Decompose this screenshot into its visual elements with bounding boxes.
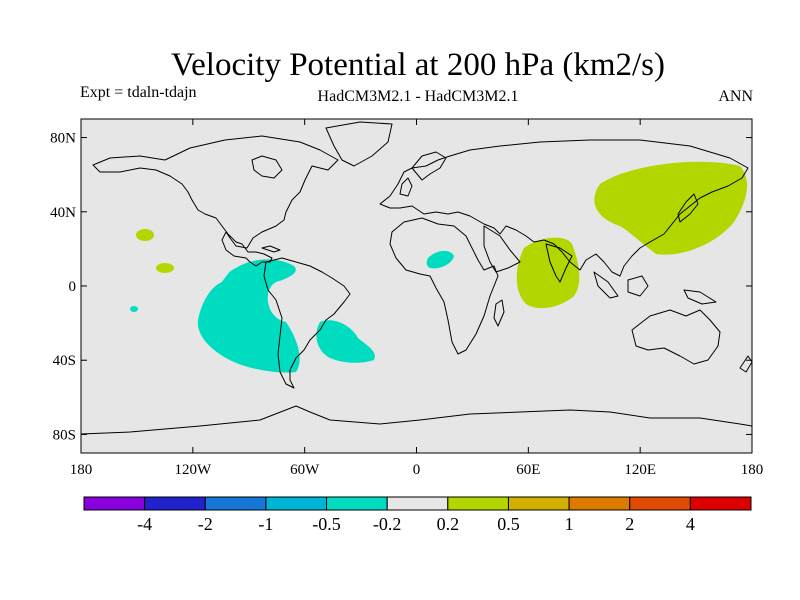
negative-anomaly-east-pacific [130, 306, 138, 312]
colorbar-swatch [326, 496, 388, 511]
negative-anomaly-south-atlantic [316, 320, 375, 363]
x-tick-label: 180 [70, 462, 93, 478]
colorbar-swatch [265, 496, 328, 511]
colorbar-label: 0.2 [437, 514, 460, 534]
coastline-madagascar [493, 299, 505, 327]
colorbar-swatch [507, 496, 570, 511]
y-tick-label: 40S [53, 353, 76, 369]
coastline-eurasia [379, 139, 749, 277]
x-tick-label: 60W [290, 462, 320, 478]
x-tick-label: 120E [624, 462, 656, 478]
coastline-new-guinea [683, 289, 717, 305]
colorbar-swatch [144, 496, 206, 511]
colorbar-label: -4 [137, 514, 152, 534]
colorbar-swatch [568, 496, 631, 511]
positive-anomaly-indian-ocean [516, 237, 580, 309]
colorbar: -4 -2 -1 -0.5 -0.2 0.2 0.5 1 2 4 [83, 496, 752, 534]
colorbar-label: 2 [625, 514, 634, 534]
coastline-borneo [627, 275, 649, 297]
y-tick-label: 80N [50, 131, 76, 147]
colorbar-label: 1 [565, 514, 574, 534]
x-tick-label: 60E [516, 462, 540, 478]
colorbar-swatch [386, 496, 449, 511]
positive-anomaly-east-asia [594, 161, 748, 255]
coastline-south-america [263, 257, 351, 389]
x-tick-label: 0 [413, 462, 421, 478]
x-tick-label: 120W [174, 462, 212, 478]
colorbar-label: 4 [686, 514, 695, 534]
y-tick-label: 0 [69, 279, 77, 295]
coastline-japan [677, 193, 699, 223]
negative-anomaly-south-america-pacific [197, 259, 300, 373]
colorbar-swatch [204, 496, 267, 511]
coastline-north-america [92, 135, 339, 267]
figure-title: Velocity Potential at 200 hPa (km2/s) [171, 47, 665, 83]
colorbar-swatch [629, 496, 691, 511]
coastline-africa [389, 217, 499, 355]
positive-anomaly-north-pacific-b [156, 263, 174, 273]
map-panel: 180 120W 60W 0 60E 120E 180 80N 40N 0 40S 80S [50, 118, 764, 478]
longitude-axis: 180 120W 60W 0 60E 120E 180 [70, 119, 764, 478]
coastlines [80, 121, 753, 435]
colorbar-swatch [447, 496, 509, 511]
colorbar-swatch [83, 496, 146, 511]
coastline-scandinavia [411, 151, 447, 181]
colorbar-swatch [689, 496, 752, 511]
colorbar-label: 0.5 [497, 514, 520, 534]
colorbar-label: -0.2 [373, 514, 402, 534]
season-label: ANN [718, 88, 753, 105]
coastline-india [545, 243, 573, 283]
coastline-greenland [325, 121, 393, 167]
negative-anomaly-north-africa [426, 250, 454, 269]
latitude-axis: 80N 40N 0 40S 80S [50, 131, 752, 443]
colorbar-label: -1 [258, 514, 273, 534]
coastline-arabian-peninsula [483, 225, 521, 273]
coastline-cuba [261, 245, 281, 253]
y-tick-label: 80S [53, 427, 76, 443]
positive-anomaly-north-pacific-a [136, 229, 154, 241]
experiment-label: Expt = tdaln-tdajn [80, 84, 197, 101]
model-comparison-label: HadCM3M2.1 - HadCM3M2.1 [318, 88, 519, 105]
colorbar-label: -0.5 [312, 514, 341, 534]
colorbar-label: -2 [198, 514, 213, 534]
coastline-sumatra [593, 271, 619, 299]
coastline-great-britain [399, 177, 413, 197]
coastline-antarctica [80, 405, 753, 435]
coastline-hudson-bay [251, 155, 283, 179]
coastline-australia [631, 309, 721, 365]
x-tick-label: 180 [741, 462, 764, 478]
anomaly-shading [130, 161, 748, 373]
y-tick-label: 40N [50, 205, 76, 221]
